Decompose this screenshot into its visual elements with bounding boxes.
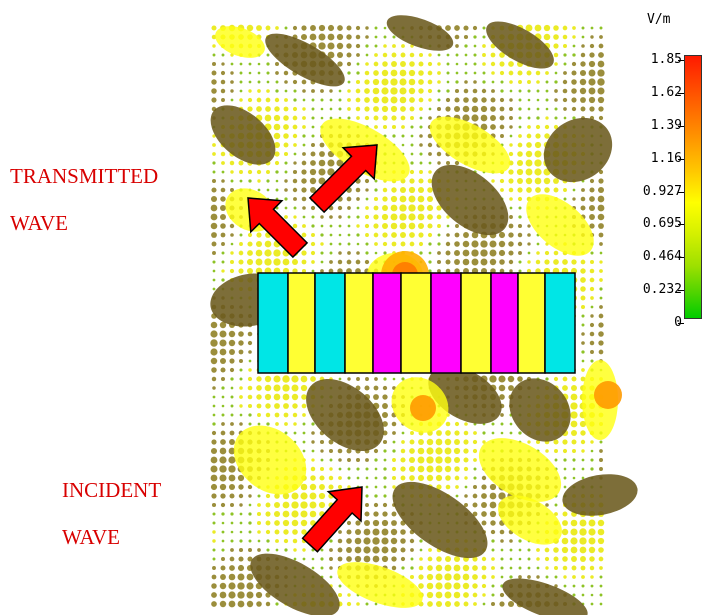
incident-wave-label-line2: WAVE xyxy=(62,525,120,549)
colorbar-tick-label: 0.232 xyxy=(642,282,682,298)
structure-block xyxy=(544,272,576,374)
colorbar-gradient xyxy=(684,55,702,319)
metamaterial-structure xyxy=(257,272,576,374)
incident-wave-label-line1: INCIDENT xyxy=(62,478,162,502)
structure-block xyxy=(517,272,546,374)
dark-field-blob xyxy=(431,164,509,236)
dark-field-blob xyxy=(265,33,345,87)
structure-block xyxy=(314,272,346,374)
structure-block xyxy=(344,272,374,374)
structure-block xyxy=(287,272,316,374)
structure-block xyxy=(400,272,432,374)
hot-spot xyxy=(594,381,622,409)
dark-field-blob xyxy=(543,117,613,183)
bright-field-blob xyxy=(429,116,511,174)
dark-field-blob xyxy=(392,481,488,559)
colorbar-tick-label: 0.927 xyxy=(642,183,682,199)
colorbar-tick-label: 1.62 xyxy=(650,84,682,100)
structure-block xyxy=(460,272,492,374)
bright-field-blob xyxy=(498,495,562,545)
transmitted-wave-arrow xyxy=(247,197,309,259)
colorbar-tick-mark xyxy=(678,191,684,193)
colorbar-tick-label: 0.695 xyxy=(642,216,682,232)
structure-block xyxy=(257,272,289,374)
bright-field-blob xyxy=(526,194,594,256)
colorbar-tick-mark xyxy=(678,158,684,160)
colorbar-tick-label: 0 xyxy=(674,315,682,330)
dark-field-blob xyxy=(502,578,588,615)
colorbar-tick-mark xyxy=(678,224,684,226)
colorbar-tick-mark xyxy=(678,60,684,61)
colorbar-tick-label: 1.39 xyxy=(650,117,682,133)
dark-field-blob xyxy=(386,15,454,51)
dark-field-blob xyxy=(562,474,638,516)
bright-field-blob xyxy=(337,562,423,608)
colorbar-tick-mark xyxy=(678,290,684,292)
colorbar-tick-label: 1.85 xyxy=(650,52,682,67)
transmitted-wave-arrow xyxy=(308,144,378,214)
structure-block xyxy=(372,272,402,374)
incident-wave-arrow xyxy=(301,486,363,553)
dark-field-blob xyxy=(210,105,276,165)
dark-field-blob xyxy=(486,21,554,69)
colorbar-tick-mark xyxy=(678,257,684,259)
structure-block xyxy=(430,272,462,374)
bright-field-blob xyxy=(215,26,265,58)
transmitted-wave-label-line1: TRANSMITTED xyxy=(10,164,159,188)
dark-field-blob xyxy=(509,378,571,442)
dark-field-blob xyxy=(250,553,340,615)
colorbar-tick-label: 0.464 xyxy=(642,249,682,265)
colorbar-tick-mark xyxy=(678,125,684,127)
dark-field-blob xyxy=(306,378,384,452)
colorbar-tick-label: 1.16 xyxy=(650,150,682,166)
wave-arrows xyxy=(247,144,378,553)
colorbar-tick-mark xyxy=(678,323,684,324)
transmitted-wave-label-line2: WAVE xyxy=(10,211,68,235)
colorbar-tick-mark xyxy=(678,92,684,94)
bright-field-blob xyxy=(478,438,562,502)
structure-block xyxy=(490,272,519,374)
bright-field-blob xyxy=(233,425,307,495)
colorbar-unit: V/m xyxy=(647,12,671,27)
hot-spot xyxy=(410,395,436,421)
